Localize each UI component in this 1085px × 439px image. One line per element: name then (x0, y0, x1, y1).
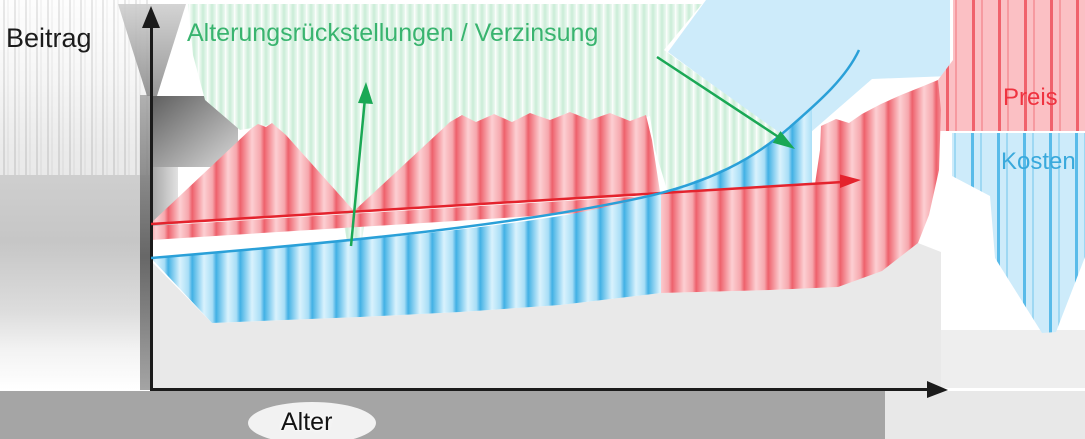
price-line (150, 174, 861, 226)
side-blobs (668, 0, 1085, 333)
price-arrowhead-icon (840, 174, 861, 188)
costs-blue-region (151, 107, 812, 323)
x-axis-arrowhead-icon (927, 381, 948, 398)
x-axis (150, 381, 948, 398)
chart-annotation-title: Alterungsrückstellungen / Verzinsung (187, 19, 599, 47)
y-axis-arrowhead-icon (142, 6, 160, 28)
sky-lightblue-blob (668, 0, 950, 146)
price-red-region (151, 80, 941, 293)
kosten-lightblue-blob (952, 133, 1085, 333)
y-axis (142, 6, 160, 390)
preis-pink-blob (938, 0, 1085, 131)
reserve-up-arrow-icon (349, 82, 373, 247)
y-axis-label: Beitrag (6, 23, 92, 53)
x-axis-label: Alter (281, 408, 333, 436)
alter-label-halo (248, 402, 376, 439)
price-series-label: Preis (1003, 84, 1058, 111)
reserve-diagonal-arrow-icon (656, 55, 795, 149)
costs-curve (150, 49, 861, 260)
costs-series-label: Kosten (1001, 148, 1076, 175)
